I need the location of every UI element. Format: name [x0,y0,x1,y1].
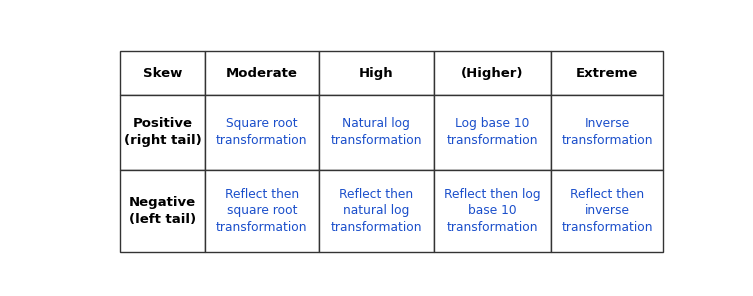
Text: Extreme: Extreme [576,67,638,80]
Bar [205,170,319,252]
Text: (Higher): (Higher) [461,67,523,80]
Text: Square root
transformation: Square root transformation [216,118,307,147]
Bar [120,52,205,95]
Bar [550,52,663,95]
Text: High: High [359,67,394,80]
Bar [434,95,550,170]
Bar [120,170,205,252]
Bar [120,95,205,170]
Bar [550,95,663,170]
Bar [434,170,550,252]
Bar [205,52,319,95]
Text: Reflect then
inverse
transformation: Reflect then inverse transformation [561,188,653,234]
Text: Negative
(left tail): Negative (left tail) [129,196,196,226]
Bar [205,95,319,170]
Bar [319,170,434,252]
Bar [319,95,434,170]
Text: Reflect then
square root
transformation: Reflect then square root transformation [216,188,307,234]
Text: Skew: Skew [143,67,182,80]
Text: Moderate: Moderate [226,67,297,80]
Bar [434,52,550,95]
Bar [319,52,434,95]
Text: Log base 10
transformation: Log base 10 transformation [447,118,538,147]
Text: Reflect then log
base 10
transformation: Reflect then log base 10 transformation [444,188,541,234]
Text: Natural log
transformation: Natural log transformation [331,118,422,147]
Bar [550,170,663,252]
Text: Positive
(right tail): Positive (right tail) [123,118,201,147]
Text: Inverse
transformation: Inverse transformation [561,118,653,147]
Text: Reflect then
natural log
transformation: Reflect then natural log transformation [331,188,422,234]
